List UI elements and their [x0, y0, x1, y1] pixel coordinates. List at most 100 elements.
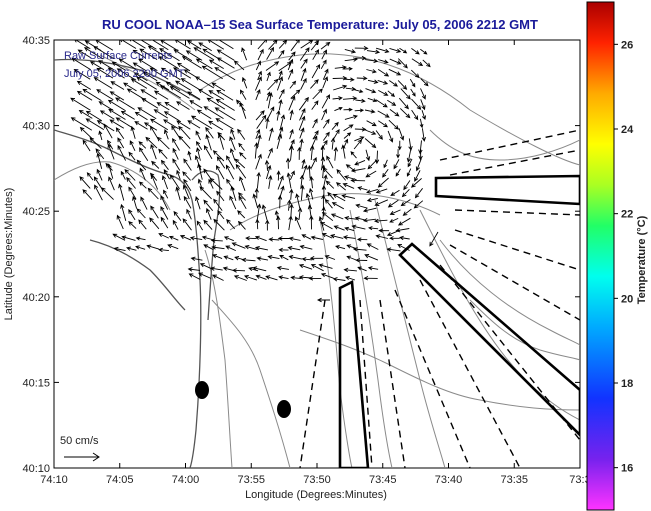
- current-vector: [355, 98, 366, 103]
- current-vector: [278, 275, 289, 280]
- current-vector: [217, 133, 225, 150]
- current-vector: [267, 147, 273, 159]
- current-vector: [214, 107, 236, 121]
- current-vector: [78, 109, 93, 119]
- current-vector: [389, 109, 400, 117]
- radial-line: [454, 229, 580, 271]
- current-vector: [324, 198, 333, 209]
- current-vector: [320, 59, 327, 70]
- current-vector: [150, 125, 159, 139]
- colorbar-label: Temperature (°C): [636, 215, 648, 304]
- y-tick-label: 40:20: [22, 292, 50, 304]
- current-vector: [310, 264, 324, 272]
- current-vector: [289, 170, 295, 180]
- current-vector: [107, 67, 125, 79]
- current-vector: [103, 123, 113, 139]
- current-vector: [396, 149, 400, 159]
- current-vector: [411, 98, 422, 110]
- current-vector: [386, 247, 401, 252]
- current-vector: [414, 170, 421, 182]
- current-vector: [153, 109, 169, 119]
- current-vector: [377, 69, 390, 77]
- current-vector: [210, 266, 223, 271]
- current-vector: [377, 110, 390, 118]
- current-vector: [237, 220, 246, 230]
- current-vector: [320, 222, 333, 230]
- current-vector: [195, 130, 201, 141]
- current-vector: [333, 146, 339, 161]
- contour-line: [349, 209, 393, 468]
- current-vector: [397, 80, 408, 90]
- current-vector: [350, 151, 357, 159]
- y-tick-label: 40:25: [22, 206, 50, 218]
- current-vector: [287, 58, 294, 71]
- current-vector: [194, 154, 202, 171]
- current-vector: [255, 88, 261, 101]
- current-vector: [99, 110, 115, 120]
- current-vector: [156, 136, 170, 150]
- current-vector: [139, 167, 146, 181]
- current-vector: [138, 141, 147, 149]
- current-vector: [320, 144, 325, 160]
- current-vector: [197, 163, 203, 180]
- contour-line: [204, 249, 233, 468]
- current-vector: [331, 202, 345, 210]
- current-vector: [212, 150, 225, 162]
- current-vector: [333, 84, 348, 91]
- beam-outline: [338, 279, 370, 468]
- current-vector: [140, 89, 158, 100]
- current-vector: [138, 219, 147, 230]
- current-vector: [312, 49, 319, 60]
- current-vector: [214, 67, 236, 81]
- current-vector: [129, 40, 146, 49]
- current-vector: [176, 101, 190, 110]
- current-vector: [129, 140, 136, 151]
- current-vector: [108, 108, 126, 120]
- current-vector: [343, 107, 353, 112]
- current-vector: [343, 132, 352, 139]
- current-vector: [411, 48, 420, 55]
- current-vector: [288, 215, 293, 231]
- current-vector: [150, 143, 157, 160]
- current-vector: [295, 193, 301, 210]
- current-vector: [193, 47, 215, 61]
- current-vector: [257, 48, 264, 61]
- current-vector: [375, 99, 388, 108]
- current-vector: [326, 155, 334, 169]
- current-vector: [368, 226, 379, 231]
- radial-line: [454, 209, 580, 216]
- current-vector: [126, 246, 137, 251]
- current-vector: [173, 67, 192, 79]
- y-axis-label: Latitude (Degrees:Minutes): [3, 188, 15, 321]
- current-vector: [216, 89, 234, 101]
- current-vector: [183, 195, 192, 209]
- current-vector: [278, 70, 283, 80]
- current-vector: [174, 80, 191, 91]
- current-vector: [213, 198, 223, 211]
- current-vector: [421, 128, 427, 142]
- current-vector: [239, 151, 247, 160]
- current-vector: [252, 266, 267, 272]
- current-vector: [299, 174, 305, 189]
- current-vector: [411, 58, 424, 67]
- current-vector: [334, 106, 343, 112]
- current-vector: [335, 182, 346, 191]
- current-vector: [354, 89, 364, 94]
- current-vector: [367, 79, 379, 84]
- radial-line: [379, 299, 406, 468]
- current-vector: [344, 57, 358, 62]
- current-vector: [239, 176, 246, 191]
- radial-line: [299, 299, 326, 468]
- current-vector: [406, 149, 412, 163]
- current-vector: [413, 200, 424, 209]
- current-vector: [254, 76, 262, 91]
- contour-line: [319, 219, 353, 468]
- current-vector: [342, 183, 355, 189]
- current-vector: [389, 236, 400, 241]
- current-vector: [288, 95, 296, 111]
- current-vector: [165, 81, 181, 91]
- colorbar-tick-label: 24: [621, 124, 634, 136]
- current-vector: [76, 90, 93, 101]
- legend-line-1: Raw Surface Currents: [64, 50, 173, 62]
- current-vector: [255, 110, 265, 121]
